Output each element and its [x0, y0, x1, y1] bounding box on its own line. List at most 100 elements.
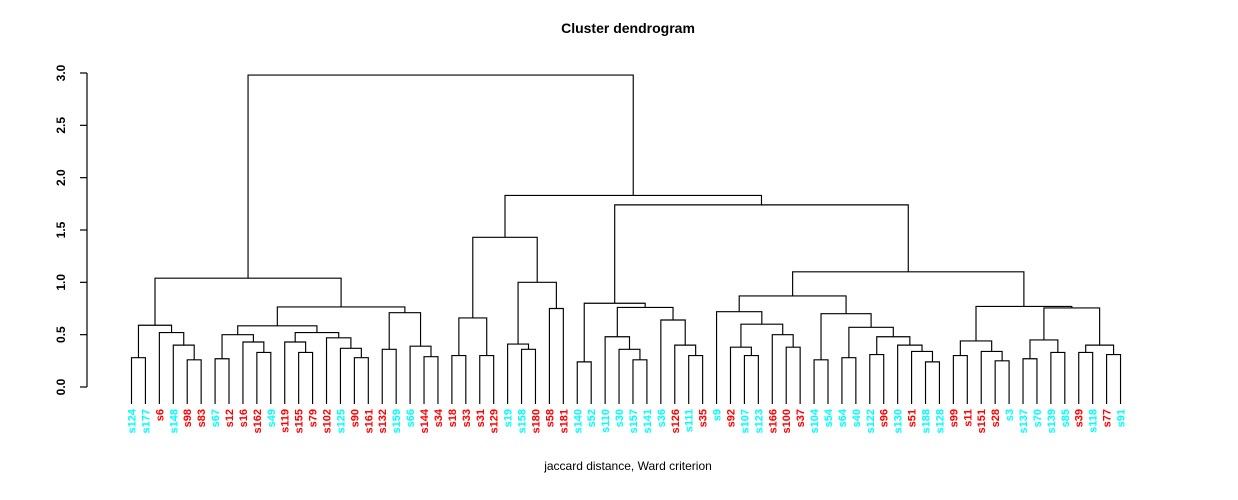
leaf-label: s83: [196, 409, 208, 427]
dendrogram-branch: [1050, 351, 1066, 404]
leaf-label: s52: [586, 409, 598, 427]
leaf-label: s162: [252, 409, 264, 433]
leaf-label: s141: [642, 409, 654, 433]
y-axis-tick-label: 2.0: [54, 169, 68, 186]
dendrogram-branch: [660, 319, 686, 404]
y-axis-tick-label: 0.0: [54, 378, 68, 395]
dendrogram-branch: [959, 340, 993, 356]
leaf-label: s181: [558, 409, 570, 433]
leaf-label: s100: [781, 409, 793, 433]
dendrogram-branch: [548, 307, 564, 404]
y-axis-tick-label: 0.5: [54, 326, 68, 343]
leaf-label: s158: [517, 409, 529, 433]
leaf-label: s36: [656, 409, 668, 427]
leaf-label: s79: [308, 409, 320, 427]
dendrogram-branch: [738, 295, 847, 314]
dendrogram-branch: [409, 345, 432, 404]
leaf-label: s137: [1018, 409, 1030, 433]
dendrogram-branch: [994, 360, 1010, 404]
leaf-label: s99: [948, 409, 960, 427]
leaf-label: s3: [1004, 409, 1016, 421]
dendrogram-branch: [792, 271, 1025, 307]
y-axis-tick-label: 1.0: [54, 274, 68, 291]
leaf-label: s104: [809, 408, 821, 433]
dendrogram-branch: [614, 204, 909, 304]
leaf-label: s66: [405, 409, 417, 427]
leaf-label: s180: [530, 409, 542, 433]
leaf-label: s19: [503, 409, 515, 427]
dendrogram-branch: [504, 194, 763, 238]
dendrogram-branch: [583, 302, 646, 362]
leaf-label: s148: [168, 409, 180, 433]
leaf-label: s161: [363, 409, 375, 433]
dendrogram-branch: [1029, 339, 1059, 359]
dendrogram-branch: [214, 358, 230, 404]
leaf-label: s102: [322, 409, 334, 433]
leaf-label: s11: [962, 409, 974, 427]
dendrogram-branch: [616, 306, 674, 337]
leaf-label: s58: [544, 409, 556, 427]
leaf-label: s130: [893, 409, 905, 433]
leaf-label: s12: [224, 409, 236, 427]
leaf-label: s39: [1074, 409, 1086, 427]
dendrogram-branch: [276, 306, 406, 326]
leaf-label: s90: [349, 409, 361, 427]
dendrogram-branch: [632, 359, 648, 404]
leaf-label: s34: [433, 408, 445, 427]
leaf-label: s67: [210, 409, 222, 427]
dendrogram-branch: [1022, 358, 1038, 404]
dendrogram-branch: [715, 311, 763, 404]
leaf-label: s40: [851, 409, 863, 427]
dendrogram-branch: [298, 351, 314, 404]
leaf-label: s35: [698, 409, 710, 427]
leaf-label: s177: [140, 409, 152, 433]
dendrogram-branch: [841, 357, 857, 404]
leaf-label: s128: [934, 409, 946, 433]
dendrogram-branch: [284, 341, 307, 404]
leaf-label: s111: [684, 409, 696, 432]
leaf-label: s126: [670, 409, 682, 433]
leaf-label: s123: [753, 409, 765, 433]
leaf-label: s125: [335, 409, 347, 433]
y-axis-tick-label: 1.5: [54, 221, 68, 238]
leaf-label: s6: [154, 409, 166, 421]
dendrogram-branch: [451, 355, 467, 404]
leaf-label: s132: [377, 409, 389, 433]
dendrogram-branch: [771, 334, 794, 404]
dendrogram-branch: [154, 277, 342, 326]
dendrogram-branch: [869, 353, 885, 404]
y-axis-tick-label: 3.0: [54, 64, 68, 81]
dendrogram-branch: [507, 343, 530, 404]
dendrogram-branch: [975, 305, 1073, 341]
dendrogram-branch: [897, 344, 923, 404]
dendrogram-branch: [517, 281, 557, 345]
leaf-label: s144: [419, 408, 431, 433]
leaf-label: s77: [1102, 409, 1114, 427]
xaxis-caption: jaccard distance, Ward criterion: [543, 459, 712, 473]
dendrogram-branch: [743, 355, 759, 404]
leaf-label: s70: [1032, 409, 1044, 427]
dendrogram-branches: [130, 74, 1122, 404]
leaf-label: s31: [475, 409, 487, 427]
dendrogram-branch: [388, 312, 422, 350]
y-axis: 0.0 0.5 1.0 1.5 2.0 2.5 3.0: [54, 64, 88, 395]
leaf-label: s96: [879, 409, 891, 427]
dendrogram-branch: [820, 313, 872, 360]
leaf-label: s119: [280, 409, 292, 433]
chart-title: Cluster dendrogram: [561, 20, 695, 36]
dendrogram-branch: [520, 348, 537, 404]
dendrogram-branch: [688, 355, 704, 404]
leaf-label: s140: [572, 409, 584, 433]
leaf-label: s155: [294, 409, 306, 433]
dendrogram-branch: [924, 361, 941, 404]
dendrogram-branch: [423, 356, 439, 404]
leaf-label: s139: [1046, 409, 1058, 433]
dendrogram-branch: [618, 348, 641, 404]
dendrogram-branch: [186, 359, 202, 404]
leaf-label: s54: [823, 408, 835, 427]
leaf-label: s85: [1060, 409, 1072, 427]
dendrogram-branch: [980, 350, 1003, 404]
leaf-label: s98: [182, 409, 194, 427]
dendrogram-branch: [576, 361, 592, 404]
